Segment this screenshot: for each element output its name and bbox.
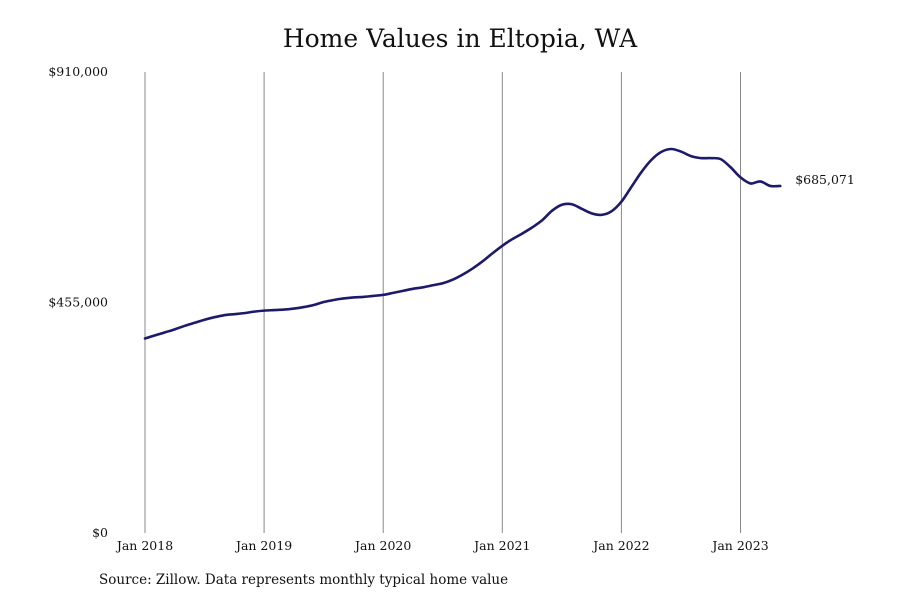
x-tick-label: Jan 2022 <box>591 538 649 553</box>
end-value-label: $685,071 <box>795 172 855 187</box>
x-tick-label: Jan 2018 <box>115 538 173 553</box>
y-tick-label: $455,000 <box>48 295 108 310</box>
x-tick-label: Jan 2019 <box>234 538 292 553</box>
x-axis-ticks: Jan 2018 Jan 2019 Jan 2020 Jan 2021 Jan 2022… <box>115 538 769 553</box>
x-tick-label: Jan 2020 <box>353 538 411 553</box>
y-axis-ticks: $0 $455,000 $910,000 <box>48 64 108 540</box>
y-tick-label: $0 <box>92 525 108 540</box>
source-note: Source: Zillow. Data represents monthly … <box>99 572 509 588</box>
x-tick-label: Jan 2021 <box>472 538 530 553</box>
y-tick-label: $910,000 <box>48 64 108 79</box>
gridlines <box>144 72 741 533</box>
x-tick-label: Jan 2023 <box>710 538 768 553</box>
home-value-line <box>143 147 782 340</box>
chart-title: Home Values in Eltopia, WA <box>282 24 638 53</box>
